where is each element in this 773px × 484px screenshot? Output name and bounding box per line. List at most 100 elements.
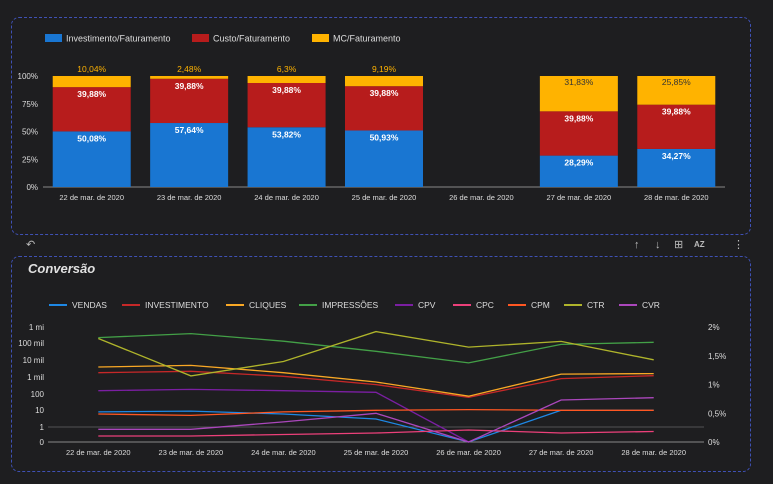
x-tick-label: 28 de mar. de 2020 bbox=[644, 193, 709, 202]
bar-segment bbox=[345, 76, 423, 87]
legend-label: MC/Faturamento bbox=[333, 34, 401, 44]
bar-segment bbox=[247, 82, 326, 128]
bar-segment bbox=[247, 76, 326, 83]
y-left-tick-label: 10 mil bbox=[23, 356, 45, 365]
y-tick-label: 0% bbox=[26, 183, 38, 192]
bar-segment bbox=[539, 76, 618, 112]
data-label: 34,27% bbox=[662, 151, 691, 161]
series-line bbox=[98, 388, 469, 443]
x-tick-label: 26 de mar. de 2020 bbox=[436, 448, 501, 457]
legend-label: CTR bbox=[587, 300, 604, 310]
y-left-tick-label: 100 bbox=[31, 390, 45, 399]
legend-label: CPV bbox=[418, 300, 436, 310]
legend-swatch bbox=[45, 34, 62, 42]
y-left-tick-label: 1 mi bbox=[29, 323, 44, 332]
sort-ascending-icon[interactable]: ↑ bbox=[634, 239, 640, 251]
legend-label: Custo/Faturamento bbox=[213, 34, 290, 44]
series-line bbox=[98, 332, 654, 364]
x-tick-label: 22 de mar. de 2020 bbox=[59, 193, 124, 202]
data-label: 39,88% bbox=[370, 88, 399, 98]
bar-segment bbox=[52, 131, 131, 187]
legend-label: VENDAS bbox=[72, 300, 107, 310]
series-line bbox=[98, 364, 654, 397]
bar-segment bbox=[539, 111, 618, 156]
legend-label: CPM bbox=[531, 300, 550, 310]
y-right-tick-label: 2% bbox=[708, 323, 720, 332]
legend-label: CLIQUES bbox=[249, 300, 287, 310]
chart-title: Conversão bbox=[28, 261, 96, 276]
data-label: 39,88% bbox=[564, 113, 593, 123]
x-tick-label: 24 de mar. de 2020 bbox=[254, 193, 319, 202]
series-line bbox=[98, 429, 654, 437]
legend-label: Investimento/Faturamento bbox=[66, 34, 171, 44]
bar-segment bbox=[345, 86, 423, 131]
y-tick-label: 25% bbox=[22, 155, 38, 164]
sort-descending-icon[interactable]: ↓ bbox=[655, 239, 661, 251]
data-label: 28,29% bbox=[564, 158, 593, 168]
legend-label: CPC bbox=[476, 300, 494, 310]
bar-segment bbox=[247, 127, 326, 187]
y-left-tick-label: 10 bbox=[35, 406, 44, 415]
x-tick-label: 27 de mar. de 2020 bbox=[529, 448, 594, 457]
y-right-tick-label: 1,5% bbox=[708, 352, 726, 361]
bar-segment bbox=[150, 123, 229, 187]
data-label: 50,08% bbox=[77, 133, 106, 143]
data-label: 50,93% bbox=[370, 132, 399, 142]
y-right-tick-label: 0,5% bbox=[708, 409, 726, 418]
sort-az-icon[interactable]: AZ bbox=[694, 240, 705, 249]
y-right-tick-label: 1% bbox=[708, 381, 720, 390]
y-tick-label: 50% bbox=[22, 128, 38, 137]
y-right-tick-label: 0% bbox=[708, 438, 720, 447]
bar-segment bbox=[52, 76, 131, 88]
y-left-tick-label: 1 bbox=[40, 423, 45, 432]
data-label: 6,3% bbox=[277, 64, 297, 74]
bar-segment bbox=[637, 148, 716, 187]
y-left-tick-label: 0 bbox=[40, 438, 45, 447]
data-label: 2,48% bbox=[177, 64, 202, 74]
export-data-icon[interactable]: ⊞ bbox=[674, 239, 684, 251]
data-label: 9,19% bbox=[372, 64, 397, 74]
bar-segment bbox=[637, 104, 716, 149]
legend-swatch bbox=[312, 34, 329, 42]
x-tick-label: 23 de mar. de 2020 bbox=[159, 448, 224, 457]
more-options-icon[interactable]: ⋮ bbox=[733, 239, 744, 251]
legend-label: IMPRESSÕES bbox=[322, 300, 379, 310]
legend-label: INVESTIMENTO bbox=[145, 300, 209, 310]
chart-toolbar: ↶ ↑ ↓ ⊞ AZ ⋮ bbox=[0, 237, 773, 253]
legend-label: CVR bbox=[642, 300, 660, 310]
data-label: 57,64% bbox=[175, 125, 204, 135]
undo-icon[interactable]: ↶ bbox=[26, 239, 36, 251]
y-left-tick-label: 1 mil bbox=[27, 373, 44, 382]
data-label: 39,88% bbox=[662, 107, 691, 117]
data-label: 31,83% bbox=[564, 77, 593, 87]
x-tick-label: 25 de mar. de 2020 bbox=[344, 448, 409, 457]
bar-segment bbox=[345, 130, 423, 187]
data-label: 39,88% bbox=[272, 85, 301, 95]
x-tick-label: 25 de mar. de 2020 bbox=[352, 193, 417, 202]
data-label: 10,04% bbox=[77, 64, 106, 74]
cost-ratio-chart-card: Investimento/Faturamento Custo/Faturament… bbox=[11, 17, 751, 235]
y-left-tick-label: 100 mil bbox=[18, 339, 44, 348]
bar-segment bbox=[52, 87, 131, 132]
conversion-chart-card: VENDAS INVESTIMENTO CLIQUES IMPRESSÕES CPV CP… bbox=[11, 256, 751, 472]
data-label: 25,85% bbox=[662, 77, 691, 87]
data-label: 53,82% bbox=[272, 129, 301, 139]
bar-segment bbox=[150, 78, 229, 124]
y-tick-label: 100% bbox=[18, 72, 38, 81]
line-chart: VENDAS INVESTIMENTO CLIQUES IMPRESSÕES CPV CP… bbox=[18, 300, 726, 457]
legend-swatch bbox=[192, 34, 209, 42]
x-tick-label: 23 de mar. de 2020 bbox=[157, 193, 222, 202]
bar-segment bbox=[539, 155, 618, 187]
series-line bbox=[98, 370, 654, 399]
bar-segment bbox=[637, 76, 716, 105]
stacked-bar-chart: Investimento/Faturamento Custo/Faturament… bbox=[18, 34, 725, 202]
data-label: 39,88% bbox=[175, 81, 204, 91]
x-tick-label: 22 de mar. de 2020 bbox=[66, 448, 131, 457]
x-tick-label: 24 de mar. de 2020 bbox=[251, 448, 316, 457]
x-tick-label: 28 de mar. de 2020 bbox=[621, 448, 686, 457]
y-tick-label: 75% bbox=[22, 100, 38, 109]
series-line bbox=[98, 397, 654, 443]
data-label: 39,88% bbox=[77, 89, 106, 99]
x-tick-label: 26 de mar. de 2020 bbox=[449, 193, 514, 202]
series-line bbox=[98, 408, 654, 417]
